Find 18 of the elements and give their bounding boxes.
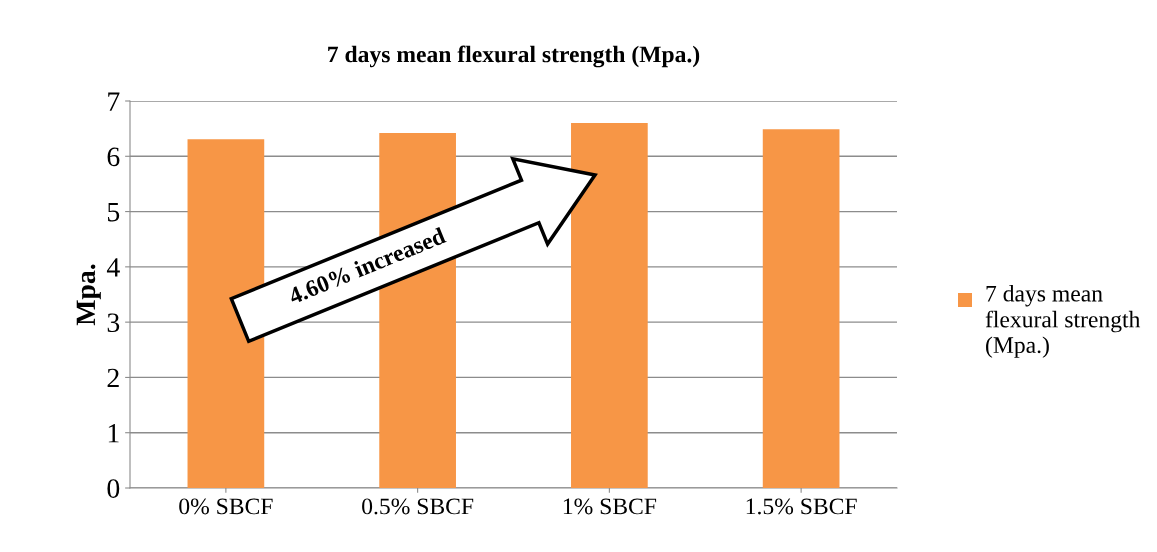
y-tick-label: 6 (107, 147, 120, 167)
x-tick-label: 1% SBCF (563, 498, 657, 515)
x-tick-label: 0.5% SBCF (362, 498, 474, 515)
y-tick-label: 0 (107, 479, 120, 498)
bar (571, 123, 648, 488)
y-tick-label: 2 (107, 368, 119, 388)
chart-title: 7 days mean flexural strength (Mpa.) (328, 45, 700, 68)
y-tick-label: 1 (108, 424, 119, 443)
y-tick-label: 5 (108, 203, 120, 222)
y-tick-label: 7 (108, 92, 120, 111)
x-tick-label: 1.5% SBCF (746, 498, 857, 515)
y-axis-title: Mpa. (76, 264, 101, 326)
bar (762, 129, 840, 488)
legend-label: 7 days mean flexural strength (Mpa.) (985, 285, 1141, 358)
y-tick-label: 3 (107, 313, 120, 333)
x-tick-label: 0% SBCF (179, 498, 273, 515)
bar (187, 139, 265, 488)
y-tick-label: 4 (106, 258, 120, 277)
